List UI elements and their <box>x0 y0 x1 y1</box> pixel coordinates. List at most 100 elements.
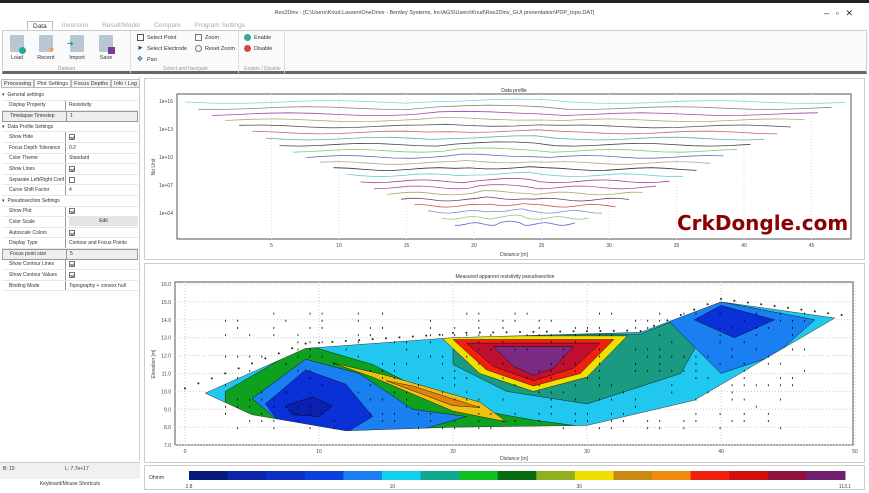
checkbox[interactable] <box>69 229 75 236</box>
pseudosection-chart[interactable]: Measured apparent resistivity pseudosect… <box>145 264 866 464</box>
reset-zoom-button[interactable]: Reset Zoom <box>195 45 235 52</box>
property-value[interactable]: 5 <box>70 251 73 258</box>
property-row[interactable]: Color Scale Edit <box>2 217 138 228</box>
tab-inversion[interactable]: Inversion <box>61 22 89 29</box>
profile-line <box>211 110 819 116</box>
property-value[interactable]: 4 <box>69 187 72 194</box>
property-row[interactable]: Focus Depth Tolerance 0.2 <box>2 143 138 154</box>
property-row[interactable]: Show Contour Values <box>2 270 138 281</box>
load-button[interactable]: Load <box>5 35 29 61</box>
import-button[interactable]: ➜ Import <box>65 35 89 61</box>
tab-data[interactable]: Data <box>27 21 53 31</box>
property-row[interactable]: Show Hide <box>2 132 138 143</box>
tab-result-model[interactable]: Result/Model <box>102 22 141 29</box>
tab-info-log[interactable]: Info \ Log <box>111 79 140 88</box>
focus-point <box>442 334 444 337</box>
focus-point <box>611 427 612 430</box>
tab-compare[interactable]: Compare <box>154 22 181 29</box>
focus-point <box>249 369 251 372</box>
select-point-button[interactable]: Select Point <box>137 34 176 41</box>
collapse-icon[interactable]: ▾ <box>2 197 5 204</box>
property-label: Focus Depth Tolerance <box>2 143 66 153</box>
tab-focus-depths[interactable]: Focus Depths <box>71 79 112 88</box>
property-label: Show Plot <box>2 206 66 217</box>
collapse-icon[interactable]: ▾ <box>2 91 5 98</box>
profile-line <box>319 160 711 165</box>
property-row[interactable]: Curve Shift Factor 4 <box>2 185 138 196</box>
property-checkbox[interactable] <box>66 260 138 270</box>
property-checkbox[interactable] <box>66 207 138 217</box>
window-controls[interactable]: – ▫ ✕ <box>824 8 855 18</box>
disable-button[interactable]: Disable <box>244 45 272 52</box>
profile-line <box>441 214 589 220</box>
edit-button[interactable]: Edit <box>69 217 138 227</box>
property-value[interactable]: Standard <box>69 155 90 162</box>
electrode-marker <box>398 336 401 339</box>
focus-point <box>309 312 311 315</box>
focus-point <box>237 326 239 329</box>
focus-point <box>767 362 769 365</box>
focus-points <box>225 312 805 430</box>
property-row[interactable]: Display Property Resistivity <box>2 100 138 112</box>
tab-processing[interactable]: Processing <box>1 79 35 88</box>
focus-point <box>369 384 371 387</box>
property-value[interactable]: 1 <box>70 113 73 120</box>
property-button[interactable]: Edit <box>66 217 138 227</box>
property-row[interactable]: Separate Left/Right Conf <box>2 174 138 186</box>
colorbar-segment <box>497 471 537 480</box>
property-value[interactable]: Contour and Focus Points <box>69 240 127 247</box>
property-row[interactable]: Autoscale Colors <box>2 227 138 239</box>
property-row[interactable]: Binding Mode Topography + convex hull <box>2 280 138 292</box>
property-checkbox[interactable] <box>66 132 138 142</box>
property-row[interactable]: Display Type Contour and Focus Points <box>2 238 138 249</box>
focus-point <box>574 341 576 344</box>
focus-point <box>719 362 721 365</box>
zoom-button[interactable]: Zoom <box>195 34 219 41</box>
property-value[interactable]: Topography + convex hull <box>69 282 126 289</box>
section-header[interactable]: ▾ General settings <box>2 90 138 101</box>
property-checkbox[interactable] <box>66 175 138 185</box>
focus-point <box>430 334 432 337</box>
property-row[interactable]: Timelapse Timestep 1 <box>2 111 138 122</box>
property-value[interactable]: Resistivity <box>69 102 92 109</box>
colorbar-segment <box>227 471 267 480</box>
property-row[interactable]: Show Lines <box>2 164 138 175</box>
property-value[interactable]: 0.2 <box>69 144 76 151</box>
profile-line <box>238 123 792 129</box>
section-header[interactable]: ▾ Data Profile Settings <box>2 121 138 133</box>
focus-point <box>261 355 263 358</box>
property-row[interactable]: Color Theme Standard <box>2 153 138 165</box>
collapse-icon[interactable]: ▾ <box>2 123 5 130</box>
property-row[interactable]: Focus point size 5 <box>2 249 138 260</box>
checkbox[interactable] <box>69 271 75 278</box>
property-checkbox[interactable] <box>66 270 138 280</box>
focus-point <box>478 405 480 408</box>
tab-program-settings[interactable]: Program Settings <box>194 22 245 29</box>
checkbox[interactable] <box>69 176 75 183</box>
select-electrode-button[interactable]: ➤ Select Electrode <box>137 45 187 52</box>
data-profile-chart[interactable]: Data profile 5 10 15 20 25 30 35 40 45 1e+16 1e+13 1… <box>145 79 866 261</box>
focus-point <box>442 377 444 380</box>
select-navigate-label: Select and Navigate <box>163 66 208 72</box>
save-button[interactable]: Save <box>94 35 118 61</box>
checkbox[interactable] <box>69 134 75 141</box>
checkbox[interactable] <box>69 165 75 172</box>
focus-point <box>466 312 468 315</box>
focus-point <box>273 312 275 315</box>
property-checkbox[interactable] <box>66 164 138 174</box>
colorbar-segment <box>690 471 730 480</box>
enable-button[interactable]: Enable <box>244 34 271 41</box>
recent-button[interactable]: ★ Recent <box>34 35 58 61</box>
keyboard-shortcuts-button[interactable]: Keyboard/Mouse Shortcuts <box>0 479 140 490</box>
property-checkbox[interactable] <box>66 228 138 238</box>
pan-button[interactable]: ✥ Pan <box>137 56 157 63</box>
electrode-marker <box>505 331 508 334</box>
tab-plot-settings[interactable]: Plot Settings <box>34 79 72 88</box>
property-row[interactable]: Show Contour Lines <box>2 259 138 271</box>
focus-point <box>478 319 480 322</box>
focus-point <box>466 334 468 337</box>
checkbox[interactable] <box>69 261 75 268</box>
checkbox[interactable] <box>69 208 75 215</box>
section-header[interactable]: ▾ Pseudosection Settings <box>2 196 138 207</box>
property-row[interactable]: Show Plot <box>2 206 138 218</box>
